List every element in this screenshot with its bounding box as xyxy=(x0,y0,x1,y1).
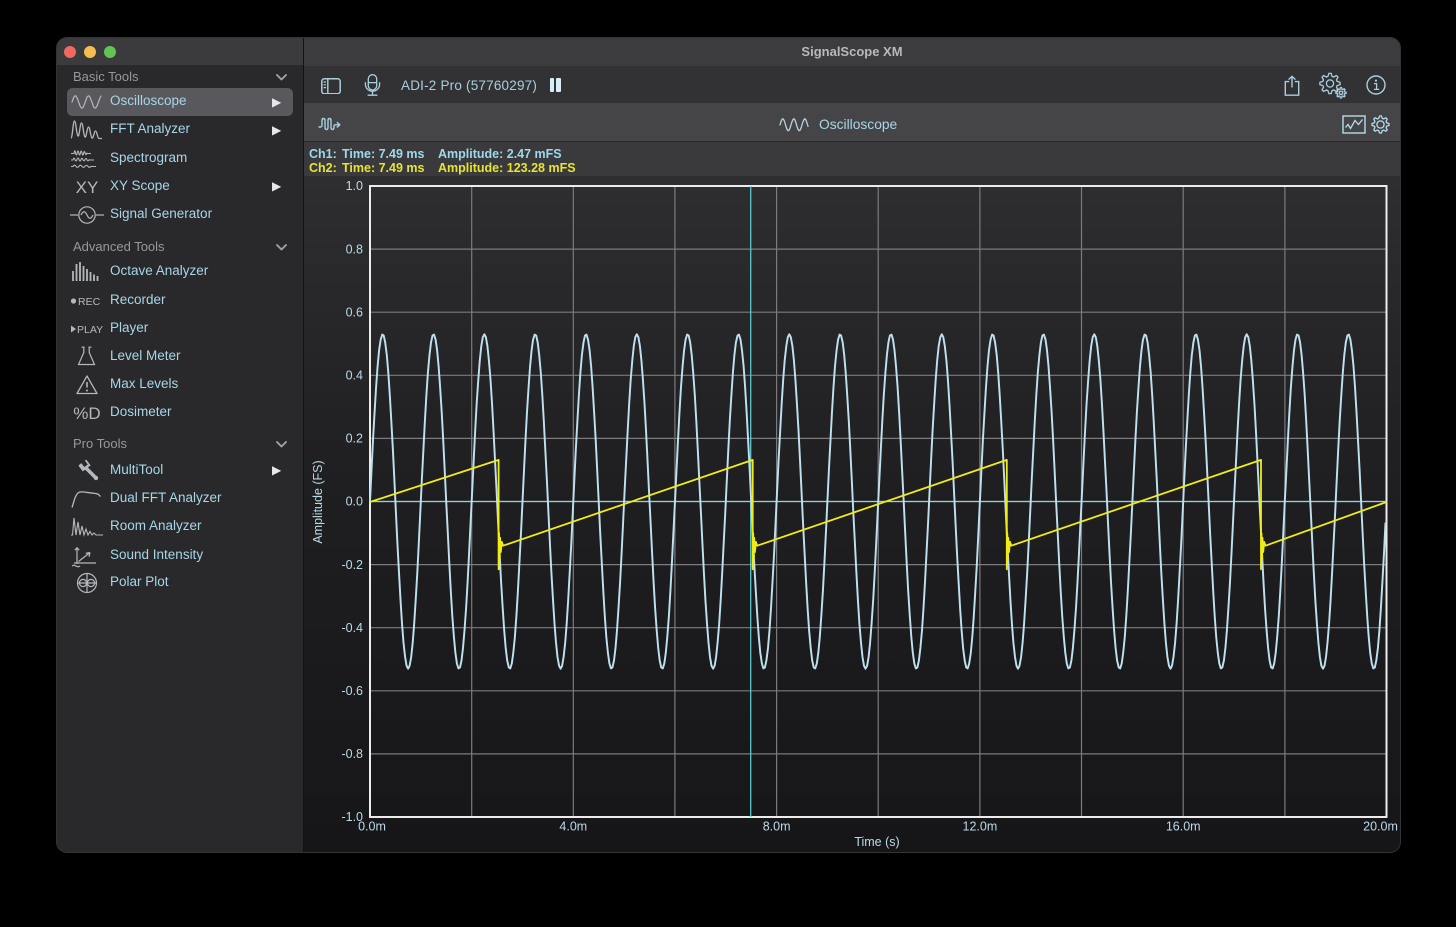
svg-text:0.8: 0.8 xyxy=(346,242,363,256)
svg-text:%D: %D xyxy=(73,404,100,423)
svg-text:REC: REC xyxy=(78,296,101,308)
svg-text:0.0m: 0.0m xyxy=(358,820,386,834)
svg-text:0.6: 0.6 xyxy=(346,305,363,319)
svg-text:4.0m: 4.0m xyxy=(559,820,587,834)
svg-text:-0.6: -0.6 xyxy=(341,684,363,698)
svg-text:-0.4: -0.4 xyxy=(341,621,363,635)
svg-text:1.0: 1.0 xyxy=(346,179,363,193)
svg-text:0.4: 0.4 xyxy=(346,369,363,383)
svg-text:Amplitude (FS): Amplitude (FS) xyxy=(311,460,325,543)
svg-text:0.2: 0.2 xyxy=(346,432,363,446)
svg-text:PLAY: PLAY xyxy=(77,324,103,336)
svg-text:-0.2: -0.2 xyxy=(341,558,363,572)
svg-text:8.0m: 8.0m xyxy=(763,820,791,834)
svg-text:12.0m: 12.0m xyxy=(963,820,998,834)
svg-text:Time (s): Time (s) xyxy=(854,835,899,849)
svg-text:20.0m: 20.0m xyxy=(1363,820,1398,834)
svg-text:0.0: 0.0 xyxy=(346,495,363,509)
svg-text:-0.8: -0.8 xyxy=(341,747,363,761)
svg-text:-1.0: -1.0 xyxy=(341,810,363,824)
svg-text:16.0m: 16.0m xyxy=(1166,820,1201,834)
svg-text:XY: XY xyxy=(76,178,99,197)
